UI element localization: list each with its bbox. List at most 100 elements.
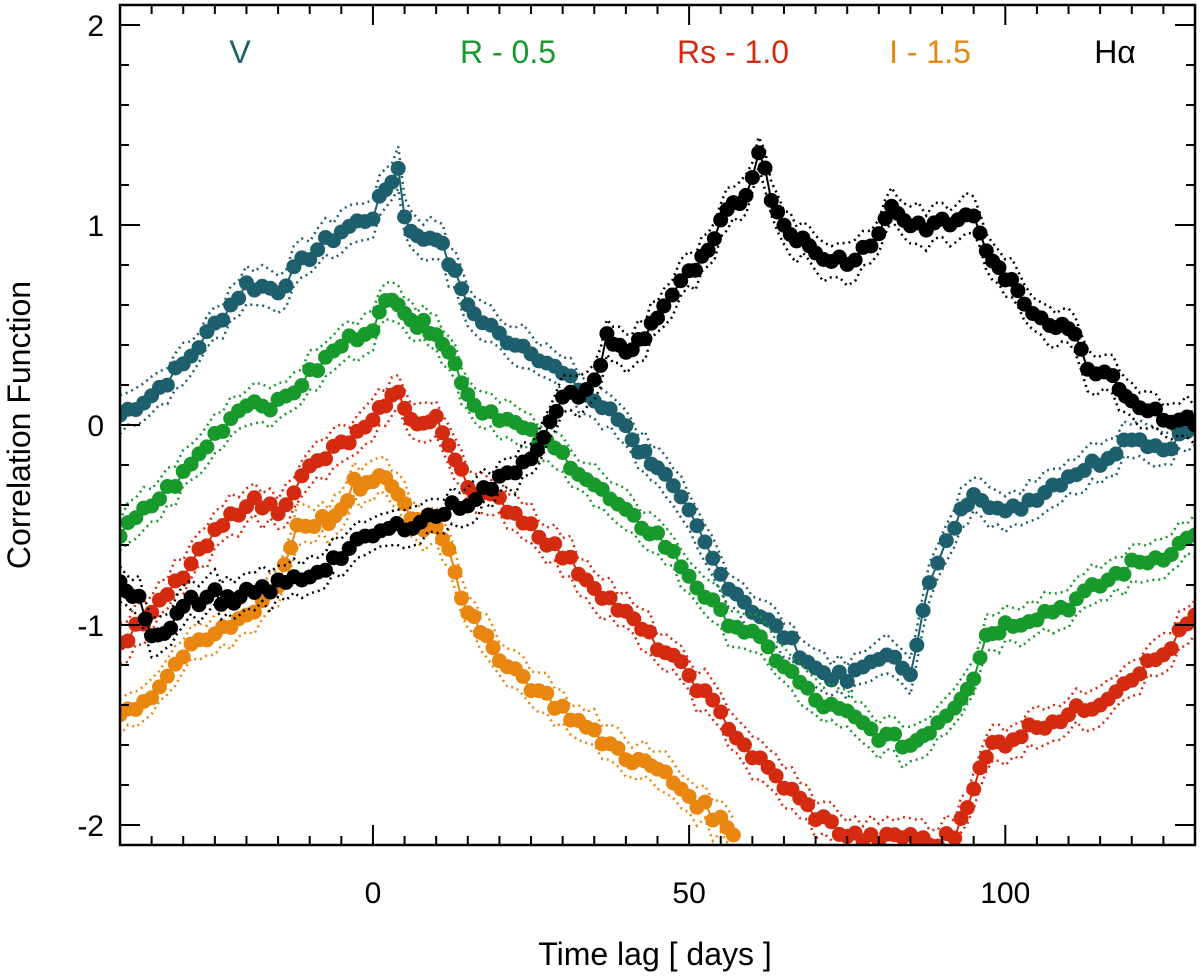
- data-point: [687, 262, 703, 278]
- series-5: [120, 133, 1195, 659]
- data-point: [909, 637, 925, 653]
- data-point: [947, 520, 963, 536]
- data-point: [416, 312, 431, 328]
- data-point: [768, 768, 784, 784]
- data-point: [966, 671, 982, 687]
- data-point: [757, 160, 773, 176]
- data-point: [159, 377, 175, 393]
- data-point: [863, 827, 879, 843]
- data-point: [131, 588, 147, 604]
- data-point: [175, 649, 191, 665]
- data-point: [397, 209, 413, 225]
- data-point: [485, 640, 501, 656]
- data-point: [673, 273, 689, 289]
- series-3-lower-bound: [120, 403, 1195, 845]
- data-point: [365, 211, 381, 227]
- data-point: [972, 225, 988, 241]
- data-point: [991, 260, 1007, 276]
- series-1: [120, 146, 1195, 702]
- data-point: [454, 281, 469, 297]
- data-point: [823, 814, 839, 830]
- tick-labels: 0 50 100 -2 -1 0 1 2: [77, 10, 1030, 910]
- data-point: [664, 287, 680, 303]
- data-point: [966, 781, 982, 797]
- data-point: [725, 827, 741, 843]
- x-axis-title: Time lag [ days ]: [538, 936, 772, 972]
- data-point: [681, 788, 697, 804]
- data-point: [333, 551, 349, 567]
- data-point: [536, 430, 552, 445]
- series-5-lower-bound: [120, 162, 1195, 659]
- data-point: [371, 304, 387, 320]
- data-point: [341, 435, 357, 451]
- data-point: [959, 800, 975, 816]
- data-point: [978, 749, 994, 765]
- data-point: [871, 226, 887, 242]
- data-point: [689, 518, 705, 534]
- data-point: [921, 575, 937, 591]
- series-5-upper-bound: [120, 133, 1195, 619]
- data-point: [310, 363, 326, 379]
- data-point: [144, 690, 160, 706]
- data-point: [706, 231, 722, 247]
- data-point: [523, 422, 539, 438]
- data-point: [800, 797, 816, 813]
- legend-label-2: R - 0.5: [460, 34, 556, 70]
- series-2-upper-bound: [120, 280, 1195, 729]
- data-point: [286, 485, 302, 501]
- data-point: [428, 408, 444, 424]
- data-point: [163, 620, 179, 636]
- data-point: [479, 628, 495, 644]
- data-point: [152, 679, 167, 695]
- data-point: [120, 633, 136, 649]
- series-layer: [120, 133, 1195, 845]
- data-point: [784, 630, 800, 646]
- legend-label-3: Rs - 1.0: [677, 34, 789, 70]
- data-point: [191, 340, 207, 356]
- data-point: [626, 611, 642, 627]
- data-point: [199, 538, 215, 554]
- data-point: [602, 401, 618, 417]
- data-point: [441, 437, 457, 453]
- data-point: [938, 533, 954, 549]
- series-1-upper-bound: [120, 146, 1195, 668]
- data-point: [902, 667, 918, 683]
- data-point: [159, 668, 175, 684]
- data-point: [283, 540, 299, 556]
- data-point: [539, 685, 555, 701]
- series-2-lower-bound: [120, 317, 1195, 770]
- data-point: [441, 344, 457, 360]
- axes-frame: [118, 3, 1197, 847]
- data-point: [752, 629, 768, 645]
- data-point: [738, 187, 754, 203]
- data-point: [447, 262, 463, 278]
- data-point: [152, 491, 167, 507]
- data-point: [1187, 607, 1195, 623]
- data-point: [215, 423, 231, 439]
- data-point: [466, 609, 482, 625]
- data-point: [1116, 566, 1132, 582]
- data-point: [454, 590, 469, 606]
- data-point: [770, 204, 786, 220]
- data-point: [800, 680, 816, 696]
- data-point: [507, 465, 523, 481]
- data-point: [435, 235, 450, 251]
- data-point: [593, 357, 609, 373]
- y-tick-label: 2: [87, 10, 104, 43]
- data-point: [548, 403, 564, 419]
- data-point: [705, 692, 721, 708]
- data-point: [768, 618, 784, 634]
- x-tick-label: 50: [672, 877, 705, 910]
- data-point: [650, 525, 665, 541]
- data-point: [673, 489, 689, 505]
- data-point: [428, 519, 444, 535]
- data-point: [665, 478, 681, 494]
- data-point: [365, 323, 381, 339]
- data-point: [294, 378, 310, 394]
- data-point: [515, 669, 531, 684]
- data-point: [384, 174, 400, 190]
- data-point: [390, 384, 406, 400]
- data-point: [447, 564, 463, 580]
- data-point: [697, 794, 713, 810]
